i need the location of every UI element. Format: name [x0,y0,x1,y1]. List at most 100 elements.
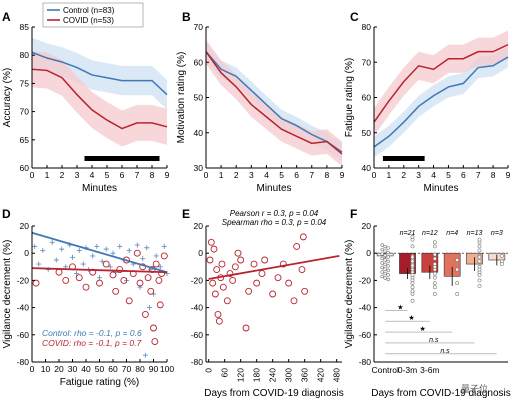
individual-point [477,259,482,264]
y-tick-label: -20 [17,275,30,285]
control-point [140,256,146,262]
individual-point [386,246,390,250]
covid-point [32,279,40,287]
covid-point [156,301,164,309]
x-tick-label: 40 [81,364,91,374]
x-tick-label: 420 [316,368,326,382]
spearman-stat: Spearman rho = 0.3, p = 0.04 [222,218,327,227]
covid-point [147,287,155,295]
covid-point [219,283,227,291]
y-tick-label: 70 [194,22,204,32]
x-tick-label: 6 [461,170,466,180]
individual-point [383,253,387,258]
covid-confidence-band [374,30,508,137]
individual-point [432,292,437,296]
x-tick-label: 0 [30,170,35,180]
panel-label-b: B [182,10,191,24]
y-tick-label: 60 [194,57,204,67]
panel-label-f: F [350,207,357,221]
covid-confidence-band [206,39,342,167]
covid-point [274,274,282,282]
y-tick-label: 30 [194,163,204,173]
x-axis-label: Minutes [423,183,458,194]
x-tick-label: 3 [75,170,80,180]
individual-point [477,283,482,288]
group-count: n=13 [467,230,483,237]
significance-mark: ★ [408,314,414,322]
covid-point [269,290,277,298]
covid-point [229,276,237,284]
x-tick-label: 120 [236,368,246,382]
control-point [137,284,143,290]
x-tick-label: 360 [300,368,310,382]
individual-point [455,258,460,262]
individual-point [386,268,390,273]
control-point [32,243,38,249]
covid-point [279,260,287,268]
control-series-line [31,51,168,96]
x-tick-label: 100 [160,364,174,374]
individual-point [410,289,415,294]
covid-confidence-band [32,51,167,147]
x-axis-label: Days from COVID-19 diagnosis [204,388,344,399]
y-axis-label: Vigilance decrement (%) [344,240,355,349]
y-tick-label: 20 [20,221,30,231]
individual-point [432,256,437,261]
covid-point [150,324,157,332]
x-tick-label: 10 [41,364,51,374]
covid-point [136,279,144,287]
control-point [110,250,116,256]
x-tick-label: 0 [204,170,209,180]
individual-point [383,249,387,253]
x-axis-label: Minutes [256,183,291,194]
y-tick-label: 75 [20,78,30,88]
y-tick-label: 40 [194,128,204,138]
covid-fit-line [31,267,168,274]
individual-point [383,262,387,267]
individual-point [477,278,482,283]
covid-point [285,279,293,287]
y-tick-label: 20 [362,221,372,231]
individual-point [432,271,437,276]
covid-point [293,242,301,250]
covid-point [120,276,128,284]
covid-point [211,290,219,298]
x-tick-label: 9 [165,170,170,180]
individual-point [499,254,504,258]
group-count: n=3 [491,230,503,237]
panel-b-motivation: 30 40 50 60 70 0 1 2 3 4 5 6 7 8 9 Minutes Motivation ra… [176,22,345,194]
individual-point [383,276,387,280]
individual-point [477,237,482,242]
individual-point [380,243,384,247]
y-tick-label: 65 [20,135,30,145]
x-axis-label: Minutes [82,183,117,194]
control-point [59,246,65,252]
control-point [97,275,102,281]
control-confidence-band [374,46,508,158]
covid-point [298,266,306,273]
individual-point [455,267,460,272]
x-tick-label: 2 [234,170,239,180]
watermark: 量子位 [461,383,488,394]
x-tick-label: 30 [68,364,78,374]
panel-f-vigilance-bars: n=21 n=12 n=4 n=13 n=3★★★n.sn.s-80-60-40-200… [344,221,511,399]
covid-point [242,324,250,332]
covid-fit-line [208,255,340,280]
significance-mark: ★ [420,325,426,333]
x-tick-label: 3 [249,170,254,180]
x-tick-label: 70 [122,364,132,374]
covid-point [62,276,70,284]
control-point [107,264,113,270]
covid-series-line [205,51,343,155]
y-tick-label: 80 [362,22,372,32]
covid-point [96,279,103,287]
covid-point [231,263,239,271]
x-tick-label: 240 [268,368,278,382]
panel-a-accuracy: 60 65 70 75 80 85 0 1 2 3 4 5 6 7 8 9 Minutes Accuracy (%… [2,22,170,194]
individual-point [386,277,390,282]
individual-point [380,270,384,274]
covid-point [218,260,226,268]
individual-point [380,252,384,256]
